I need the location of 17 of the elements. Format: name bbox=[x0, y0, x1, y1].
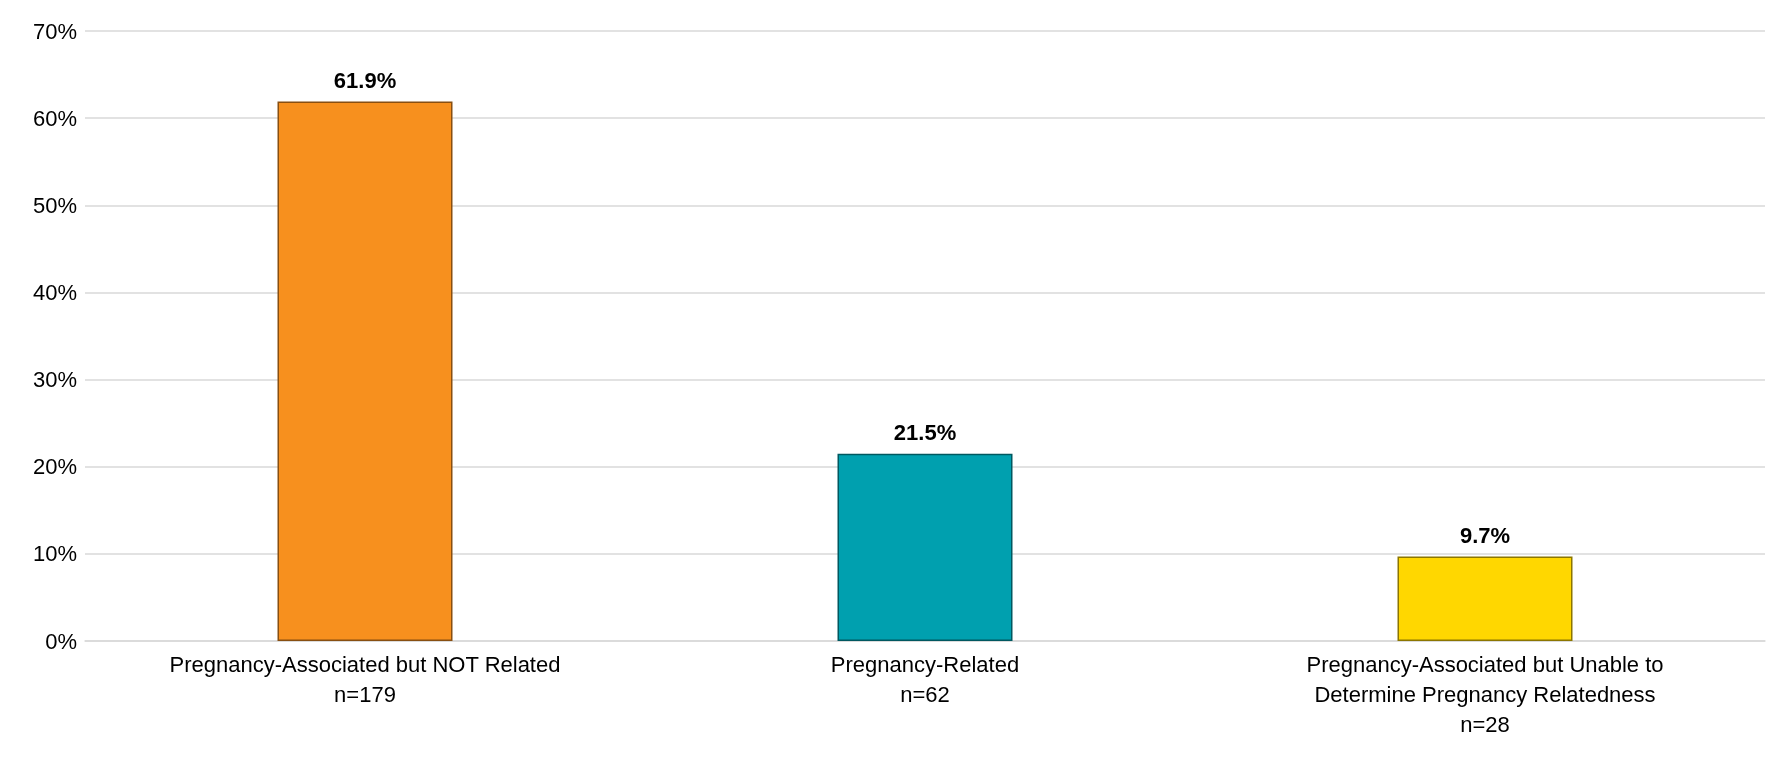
y-tick-label: 70% bbox=[32, 18, 77, 44]
bar bbox=[1397, 556, 1573, 641]
y-tick-label: 0% bbox=[45, 628, 77, 654]
data-label: 9.7% bbox=[1459, 522, 1511, 548]
y-tick-label: 20% bbox=[32, 454, 77, 480]
x-tick-label: Pregnancy-Related n=62 bbox=[830, 651, 1020, 707]
bar bbox=[277, 101, 453, 641]
x-tick-label: Pregnancy-Associated but Unable to Determine Pregnancy Relatedness n=28 bbox=[1306, 651, 1664, 737]
y-tick-label: 60% bbox=[32, 105, 77, 131]
y-tick-label: 10% bbox=[32, 541, 77, 567]
y-tick-label: 40% bbox=[32, 279, 77, 305]
bar bbox=[837, 453, 1013, 641]
y-tick-label: 50% bbox=[32, 192, 77, 218]
y-tick-label: 30% bbox=[32, 367, 77, 393]
x-tick-label: Pregnancy-Associated but NOT Related n=179 bbox=[169, 651, 561, 707]
data-label: 21.5% bbox=[893, 420, 957, 446]
data-label: 61.9% bbox=[333, 68, 397, 94]
